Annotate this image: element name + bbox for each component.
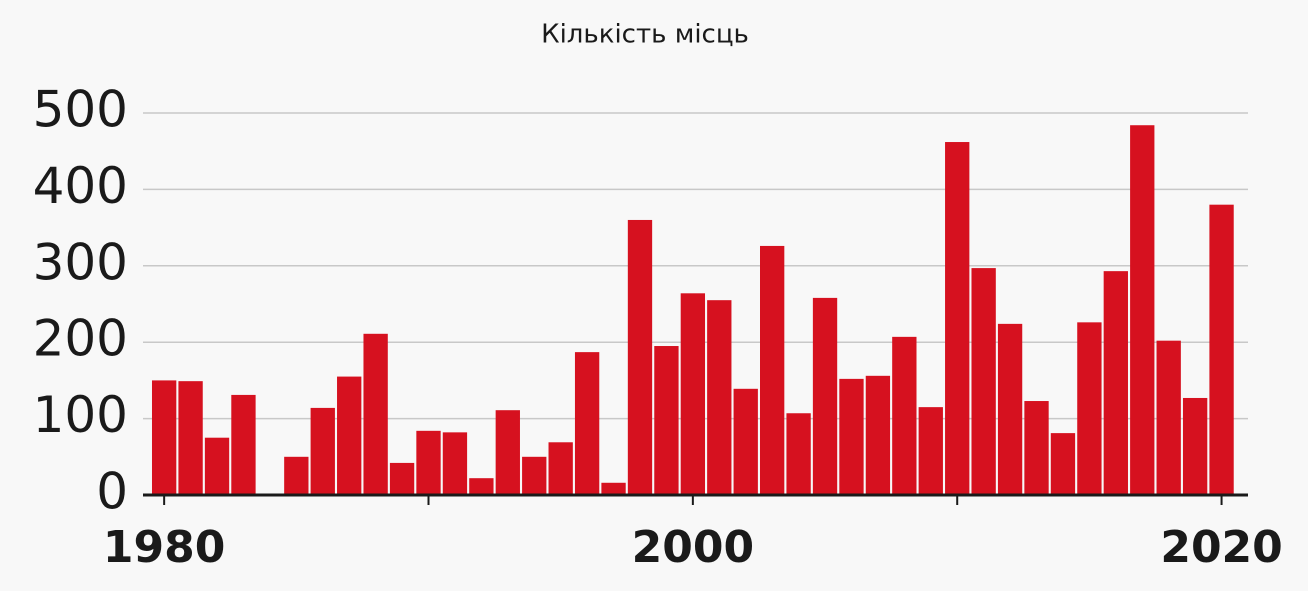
bar	[601, 482, 626, 495]
bar	[1050, 433, 1076, 495]
bar	[1209, 204, 1234, 495]
bar	[918, 407, 943, 495]
bar	[442, 432, 468, 495]
bar	[654, 346, 679, 495]
bar	[1182, 397, 1208, 495]
bar	[1156, 340, 1181, 495]
bar	[1130, 125, 1155, 495]
bar	[416, 430, 441, 495]
bar	[812, 297, 838, 495]
x-tick-label: 2020	[1160, 522, 1282, 573]
bar	[1103, 271, 1128, 495]
bar	[627, 219, 653, 495]
bar	[363, 333, 388, 495]
y-tick-label: 300	[33, 233, 128, 291]
bar	[469, 478, 494, 495]
x-tick-label: 2000	[632, 522, 754, 573]
x-tick-label: 1980	[103, 522, 225, 573]
y-tick-label: 500	[33, 81, 128, 139]
y-tick-label: 0	[96, 463, 128, 521]
bar	[707, 300, 732, 495]
y-tick-label: 200	[33, 310, 128, 368]
bar	[1024, 401, 1049, 495]
bar	[284, 456, 309, 495]
bar	[310, 407, 335, 495]
bar	[971, 268, 996, 495]
bar	[786, 413, 811, 495]
bar	[997, 323, 1023, 495]
bar	[522, 456, 547, 495]
bar	[178, 381, 203, 495]
chart-title: Кількість місць	[541, 20, 749, 50]
y-tick-label: 400	[33, 157, 128, 215]
bar	[760, 245, 785, 495]
bar	[204, 437, 230, 495]
bar	[1077, 322, 1102, 495]
bar	[839, 378, 864, 495]
bar	[151, 380, 177, 495]
bar	[337, 376, 362, 495]
bar	[231, 394, 256, 495]
bar	[945, 142, 970, 496]
bar	[389, 462, 415, 495]
y-tick-label: 100	[33, 386, 128, 444]
bar	[680, 293, 706, 495]
bar	[548, 442, 573, 495]
bar	[733, 388, 758, 495]
bar	[574, 352, 600, 495]
bar	[865, 375, 891, 495]
bar	[892, 336, 917, 495]
bar	[495, 410, 520, 495]
